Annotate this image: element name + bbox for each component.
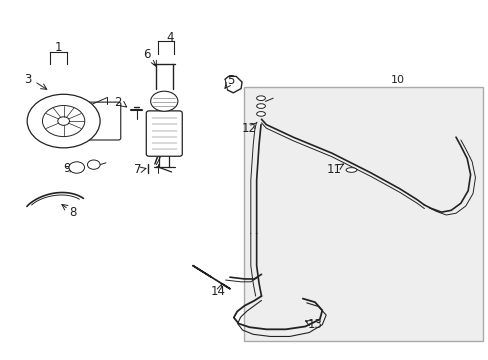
Ellipse shape <box>256 104 265 108</box>
Bar <box>244 87 482 341</box>
Text: 11: 11 <box>326 163 341 176</box>
Text: 5: 5 <box>227 74 234 87</box>
Text: 1: 1 <box>55 41 62 54</box>
Ellipse shape <box>256 112 265 116</box>
Text: 2: 2 <box>114 96 122 109</box>
Text: 9: 9 <box>63 162 71 175</box>
Text: 13: 13 <box>307 318 322 331</box>
Circle shape <box>69 162 84 173</box>
FancyBboxPatch shape <box>146 111 182 156</box>
Circle shape <box>87 160 100 169</box>
Text: 4: 4 <box>166 31 174 44</box>
Text: 14: 14 <box>210 285 225 298</box>
Text: 6: 6 <box>143 48 151 61</box>
Text: 3: 3 <box>24 73 32 86</box>
Circle shape <box>58 117 69 125</box>
Text: 10: 10 <box>390 75 404 85</box>
Text: 12: 12 <box>242 122 256 135</box>
Circle shape <box>150 91 178 111</box>
Ellipse shape <box>256 96 265 100</box>
Text: 7: 7 <box>134 163 141 176</box>
Circle shape <box>27 94 100 148</box>
FancyBboxPatch shape <box>79 102 121 140</box>
Circle shape <box>42 105 84 136</box>
Ellipse shape <box>346 168 356 172</box>
Text: 8: 8 <box>69 206 77 219</box>
